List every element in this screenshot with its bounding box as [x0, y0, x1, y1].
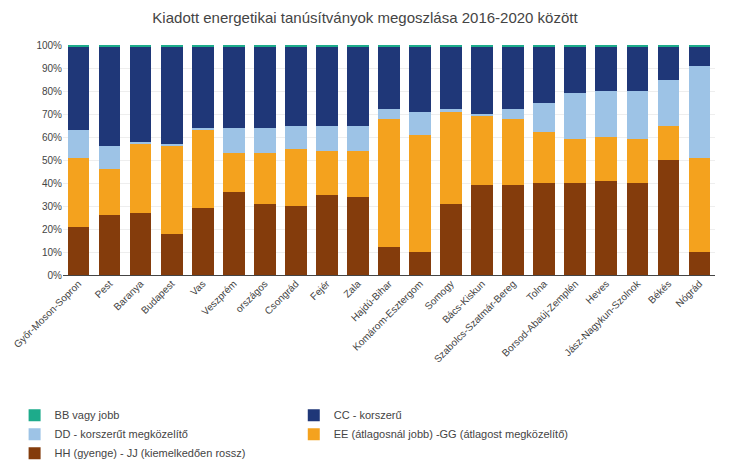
svg-text:Hajdú-Bihar: Hajdú-Bihar	[349, 278, 395, 324]
svg-text:Bács-Kiskun: Bács-Kiskun	[440, 278, 487, 325]
svg-text:Fejér: Fejér	[308, 278, 332, 302]
svg-text:Zala: Zala	[341, 278, 363, 300]
svg-text:HH (gyenge) - JJ (kiemelkedően: HH (gyenge) - JJ (kiemelkedően rossz)	[55, 447, 246, 459]
svg-text:80%: 80%	[42, 86, 62, 97]
svg-text:Veszprém: Veszprém	[199, 278, 238, 317]
svg-text:Jász-Nagykun-Szolnok: Jász-Nagykun-Szolnok	[562, 277, 643, 358]
svg-text:40%: 40%	[42, 178, 62, 189]
svg-text:30%: 30%	[42, 201, 62, 212]
svg-text:Borsod-Abaúj-Zemplén: Borsod-Abaúj-Zemplén	[500, 278, 580, 358]
svg-text:Somogy: Somogy	[422, 278, 456, 312]
svg-text:0%: 0%	[48, 270, 63, 281]
svg-text:Békés: Békés	[646, 278, 673, 305]
svg-text:100%: 100%	[36, 40, 62, 51]
svg-text:50%: 50%	[42, 155, 62, 166]
svg-text:Nógrád: Nógrád	[673, 278, 704, 309]
svg-text:Budapest: Budapest	[139, 278, 177, 316]
svg-text:70%: 70%	[42, 109, 62, 120]
svg-text:Kiadott energetikai tanúsítván: Kiadott energetikai tanúsítványok megosz…	[152, 9, 578, 26]
svg-text:CC - korszerű: CC - korszerű	[334, 409, 402, 421]
svg-text:90%: 90%	[42, 63, 62, 74]
svg-text:Szabolcs-Szatmár-Bereg: Szabolcs-Szatmár-Bereg	[432, 278, 518, 364]
svg-text:EE (átlagosnál jobb) -GG (átla: EE (átlagosnál jobb) -GG (átlagost megkö…	[334, 428, 568, 440]
svg-text:Csongrád: Csongrád	[262, 278, 300, 316]
svg-text:20%: 20%	[42, 224, 62, 235]
svg-text:10%: 10%	[42, 247, 62, 258]
svg-text:Vas: Vas	[188, 278, 207, 297]
svg-text:Győr-Moson-Sopron: Győr-Moson-Sopron	[12, 278, 84, 350]
svg-text:Pest: Pest	[93, 278, 115, 300]
svg-text:Baranya: Baranya	[111, 278, 145, 312]
svg-text:Tolna: Tolna	[525, 278, 550, 303]
svg-text:Heves: Heves	[583, 278, 611, 306]
svg-text:60%: 60%	[42, 132, 62, 143]
svg-text:BB vagy jobb: BB vagy jobb	[55, 409, 120, 421]
svg-text:országos: országos	[233, 278, 269, 314]
svg-text:Komárom-Esztergom: Komárom-Esztergom	[350, 278, 425, 353]
svg-text:DD - korszerűt megközelítő: DD - korszerűt megközelítő	[55, 428, 188, 440]
